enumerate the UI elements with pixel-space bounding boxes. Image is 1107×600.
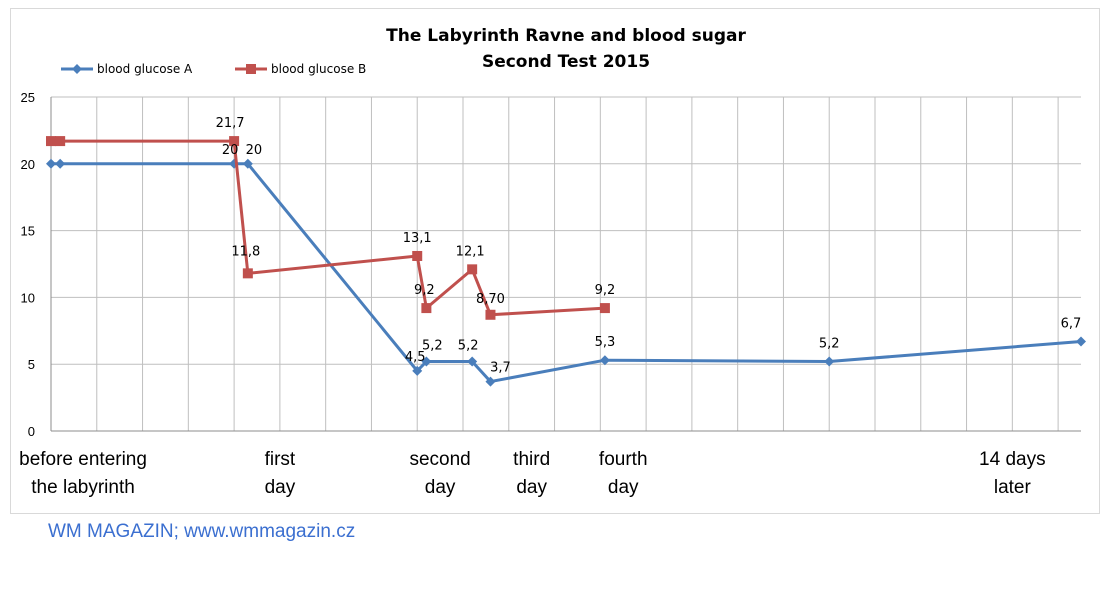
data-point-diamond xyxy=(412,365,423,376)
data-label: 5,3 xyxy=(595,335,616,350)
data-label: 20 xyxy=(246,143,263,158)
y-tick-label: 25 xyxy=(21,90,35,105)
data-label: 5,2 xyxy=(819,337,840,352)
data-label: 9,2 xyxy=(595,283,616,298)
x-tick-label: first xyxy=(265,449,296,470)
series-layer xyxy=(46,136,1086,387)
x-tick-label: day xyxy=(425,477,456,498)
data-point-diamond xyxy=(242,158,253,169)
y-tick-label: 10 xyxy=(21,290,35,305)
data-point-square xyxy=(599,303,610,314)
x-tick-label: before entering xyxy=(19,449,147,470)
data-point-diamond xyxy=(467,356,478,367)
source-note: WM MAGAZIN; www.wmmagazin.cz xyxy=(48,521,356,542)
chart-title: The Labyrinth Ravne and blood sugar xyxy=(386,26,746,46)
data-label: 12,1 xyxy=(456,244,485,259)
legend: blood glucose A blood glucose B xyxy=(61,62,366,76)
series-a xyxy=(46,158,1086,387)
data-point-diamond xyxy=(421,356,432,367)
data-point-diamond xyxy=(485,376,496,387)
chart-subtitle: Second Test 2015 xyxy=(482,52,650,72)
line-chart: 0 5 10 15 20 25 before entering the labyrinth f… xyxy=(19,26,1086,498)
data-label: 11,8 xyxy=(231,244,260,259)
y-tick-label: 5 xyxy=(28,357,35,372)
data-label: 6,7 xyxy=(1061,316,1082,331)
y-tick-label: 0 xyxy=(28,424,35,439)
x-tick-label: day xyxy=(265,477,296,498)
data-point-square xyxy=(46,136,56,147)
label-layer: before entering the labyrinth first day seco… xyxy=(19,116,1081,498)
data-label: 5,2 xyxy=(458,339,479,354)
data-point-square xyxy=(467,264,478,275)
legend-label: blood glucose A xyxy=(97,62,193,76)
y-tick-label: 15 xyxy=(21,224,35,239)
legend-label: blood glucose B xyxy=(271,62,366,76)
data-point-diamond xyxy=(1076,336,1086,347)
x-tick-label: 14 days xyxy=(979,449,1046,470)
data-point-square xyxy=(246,64,256,74)
x-tick-label: third xyxy=(513,449,550,470)
data-point-square xyxy=(412,250,423,261)
data-point-diamond xyxy=(55,158,66,169)
data-label: 9,2 xyxy=(414,283,435,298)
data-point-diamond xyxy=(599,355,610,366)
y-tick-label: 20 xyxy=(21,157,35,172)
data-label: 4,5 xyxy=(405,350,426,365)
x-tick-label: fourth xyxy=(599,449,648,470)
data-label: 21,7 xyxy=(216,116,245,131)
data-label: 20 xyxy=(222,143,239,158)
chart-frame: 0 5 10 15 20 25 before entering the labyrinth f… xyxy=(10,8,1100,514)
series-line xyxy=(51,162,1082,384)
data-point-square xyxy=(229,136,240,147)
x-tick-label: day xyxy=(608,477,639,498)
x-tick-label: day xyxy=(516,477,547,498)
grid-layer: 0 5 10 15 20 25 xyxy=(21,90,1081,439)
data-point-diamond xyxy=(824,356,835,367)
data-point-diamond xyxy=(46,158,56,169)
data-label: 3,7 xyxy=(490,361,511,376)
x-tick-label: the labyrinth xyxy=(31,477,135,498)
data-point-diamond xyxy=(72,64,82,74)
series-b xyxy=(46,136,610,320)
x-tick-label: second xyxy=(409,449,470,470)
data-label: 13,1 xyxy=(403,231,432,246)
data-point-square xyxy=(485,309,496,320)
data-point-square xyxy=(55,136,66,147)
data-label: 5,2 xyxy=(422,339,443,354)
x-tick-label: later xyxy=(994,477,1032,498)
series-line xyxy=(51,139,605,317)
data-point-square xyxy=(242,268,253,279)
data-point-square xyxy=(421,303,432,314)
data-label: 8,70 xyxy=(476,292,505,307)
